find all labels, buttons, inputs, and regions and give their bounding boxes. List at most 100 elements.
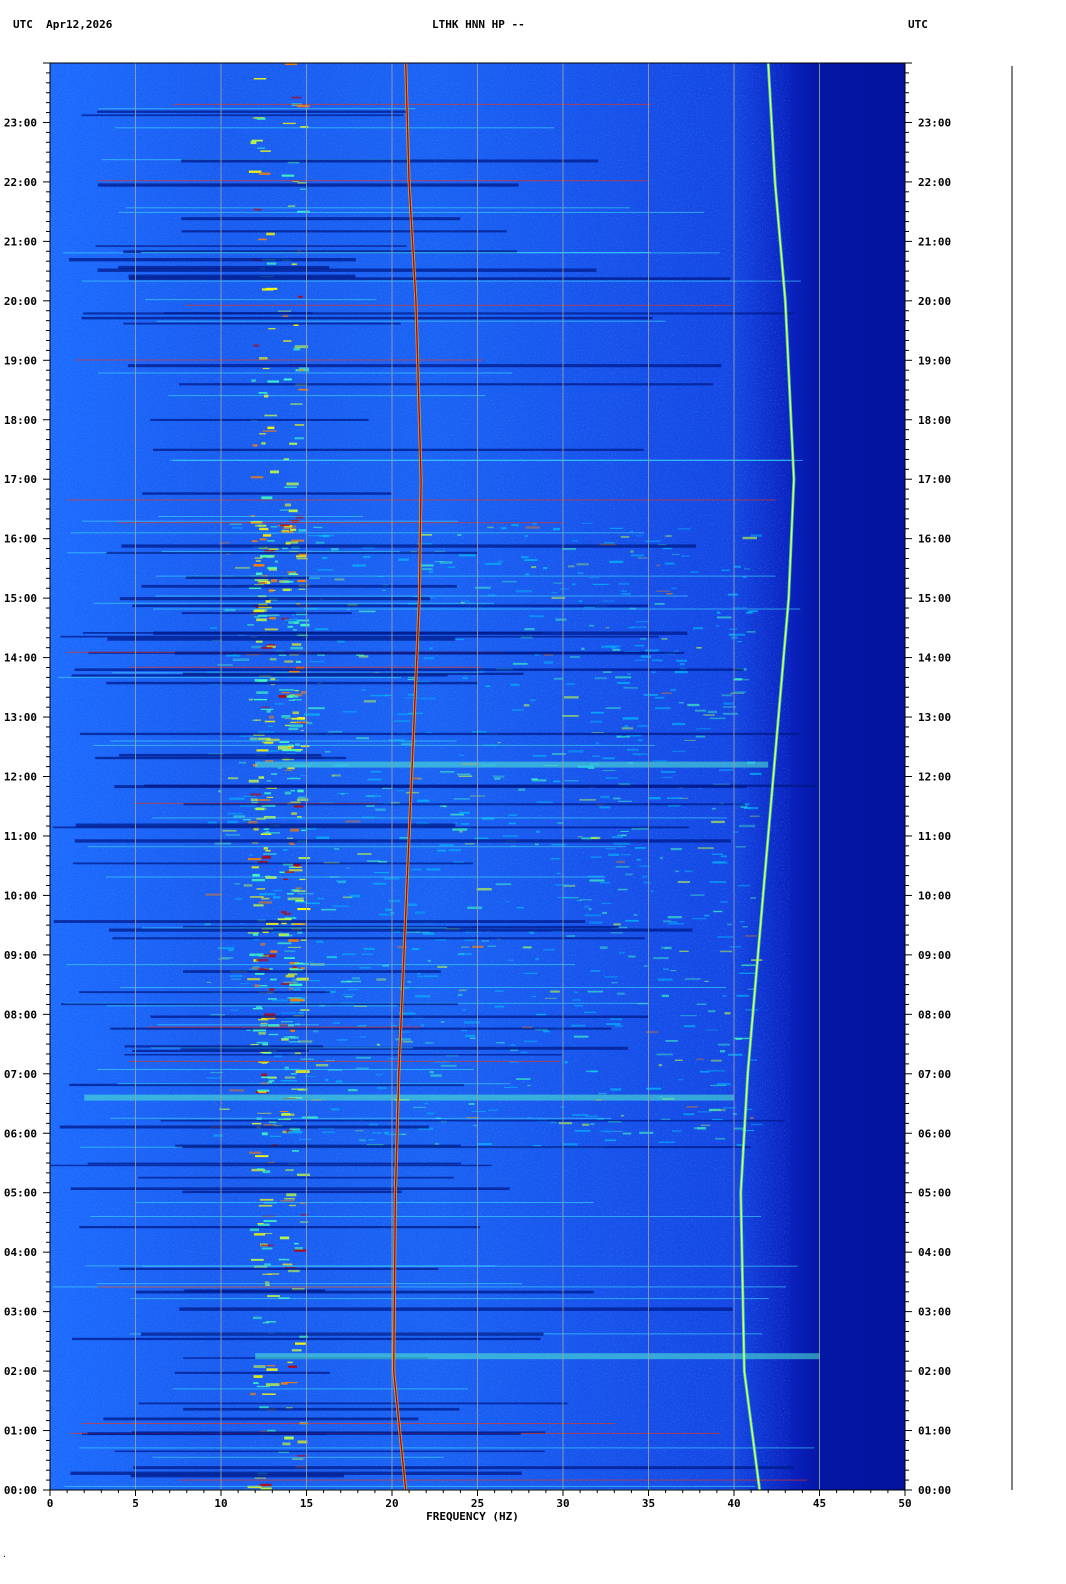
noise-stripe (182, 1146, 751, 1149)
noise-stripe (52, 1286, 786, 1288)
heat-cell (224, 608, 236, 612)
heat-cell (266, 644, 276, 646)
heat-cell (618, 582, 630, 585)
heat-cell (293, 347, 301, 351)
heat-cell (285, 541, 299, 544)
axes: 0 5 10 15 20 25 30 35 40 45 50 FREQUENCY (HZ) 00:00 0… (4, 62, 951, 1523)
grid-lines (135, 63, 820, 1490)
heat-cell (342, 953, 356, 955)
heat-cell (388, 899, 401, 903)
heat-cell (291, 1349, 302, 1352)
heat-cell (294, 345, 309, 349)
heat-cell (259, 1051, 271, 1053)
heat-cell (536, 1013, 547, 1016)
noise-stripe (153, 608, 801, 610)
heat-cell (278, 1118, 291, 1121)
heat-cell (289, 442, 298, 445)
heat-cell (435, 939, 447, 941)
heat-cell (297, 1455, 307, 1457)
heat-cell (250, 1044, 259, 1046)
heat-cell (267, 1076, 277, 1079)
heat-cell (233, 815, 246, 818)
noise-stripe (83, 312, 796, 315)
noise-stripe (141, 252, 651, 253)
heat-cell (716, 616, 732, 619)
heat-cell (412, 596, 420, 598)
heat-cell (260, 833, 272, 835)
noise-stripe (98, 108, 416, 110)
heat-cell (295, 660, 301, 663)
heat-cell (294, 805, 304, 808)
heat-cell (314, 628, 329, 631)
heat-cell (643, 881, 651, 884)
heat-cell (316, 940, 324, 943)
heat-cell (298, 996, 306, 1000)
heat-cell (246, 1029, 252, 1031)
heat-cell (283, 458, 289, 461)
heat-cell (703, 714, 715, 716)
heat-cell (235, 566, 250, 569)
heat-cell (259, 985, 268, 987)
heat-cell (259, 679, 267, 683)
heat-cell (290, 721, 299, 724)
heat-cell (288, 842, 294, 844)
heat-cell (612, 926, 628, 929)
noise-stripe (106, 1005, 398, 1007)
heat-cell (284, 486, 297, 488)
heat-cell (502, 835, 518, 837)
y-tick-label-left: 00:00 (4, 1484, 37, 1497)
heat-cell (259, 893, 276, 896)
y-tick-label-right: 01:00 (918, 1425, 951, 1438)
heat-cell (424, 975, 438, 978)
noise-stripe (109, 740, 457, 742)
heat-cell (525, 526, 540, 529)
heat-cell (378, 860, 388, 863)
heat-cell (697, 847, 714, 850)
heat-cell (679, 663, 685, 666)
heat-cell (249, 1228, 259, 1232)
heat-cell (260, 708, 274, 710)
heat-cell (317, 569, 333, 571)
heat-cell (716, 611, 721, 614)
heat-cell (613, 923, 621, 926)
heat-cell (638, 739, 643, 742)
heat-cell (562, 715, 579, 717)
heat-cell (267, 998, 277, 1000)
heat-cell (661, 946, 671, 949)
heat-cell (572, 999, 581, 1001)
heat-cell (239, 804, 256, 807)
heat-cell (448, 849, 462, 852)
heat-cell (496, 1042, 505, 1044)
noise-stripe (97, 183, 519, 187)
noise-band (84, 1094, 734, 1101)
y-tick-label-left: 16:00 (4, 533, 37, 546)
heat-cell (301, 962, 309, 966)
heat-cell (372, 1132, 382, 1134)
heat-cell (259, 1483, 272, 1487)
heat-cell (259, 172, 271, 175)
heat-cell (634, 644, 645, 647)
noise-stripe (141, 584, 458, 588)
heat-cell (296, 666, 305, 670)
heat-cell (670, 970, 677, 972)
heat-cell (258, 1019, 269, 1021)
heat-cell (340, 980, 352, 983)
heat-cell (510, 1049, 518, 1051)
heat-cell (719, 1050, 726, 1053)
heat-cell (494, 777, 501, 780)
heat-cell (300, 1058, 314, 1060)
heat-cell (307, 721, 313, 725)
heat-cell (469, 1037, 476, 1040)
heat-cell (658, 1063, 662, 1067)
heat-cell (251, 801, 259, 804)
noise-stripe (66, 964, 575, 966)
heat-cell (585, 1070, 598, 1072)
noise-stripe (136, 1202, 594, 1203)
heat-cell (225, 834, 240, 836)
heat-cell (308, 961, 313, 963)
heat-cell (359, 1036, 367, 1038)
heat-cell (464, 939, 475, 941)
heat-cell (705, 1029, 719, 1031)
heat-cell (288, 621, 298, 624)
heat-cell (356, 1056, 372, 1059)
